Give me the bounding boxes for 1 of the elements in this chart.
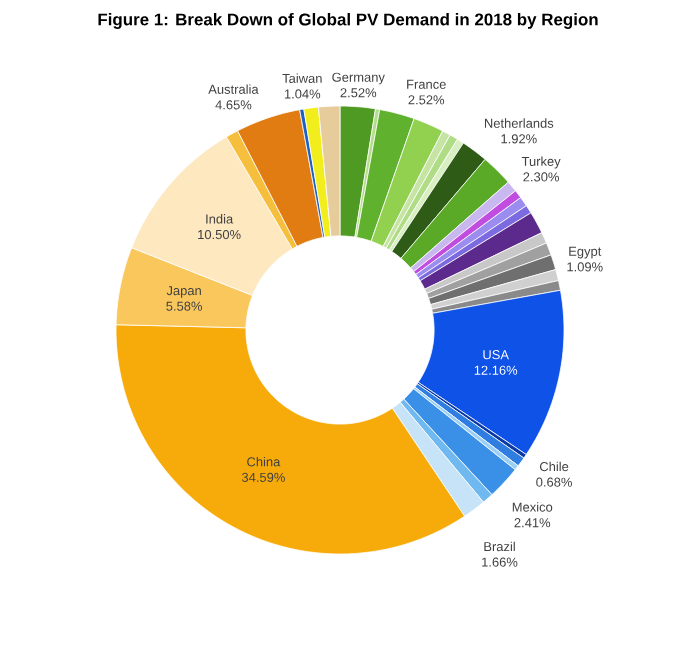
- chart-title: Figure 1: Break Down of Global PV Demand in 2018 by Region: [98, 13, 598, 29]
